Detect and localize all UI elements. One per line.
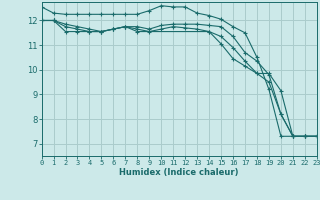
X-axis label: Humidex (Indice chaleur): Humidex (Indice chaleur) [119, 168, 239, 177]
